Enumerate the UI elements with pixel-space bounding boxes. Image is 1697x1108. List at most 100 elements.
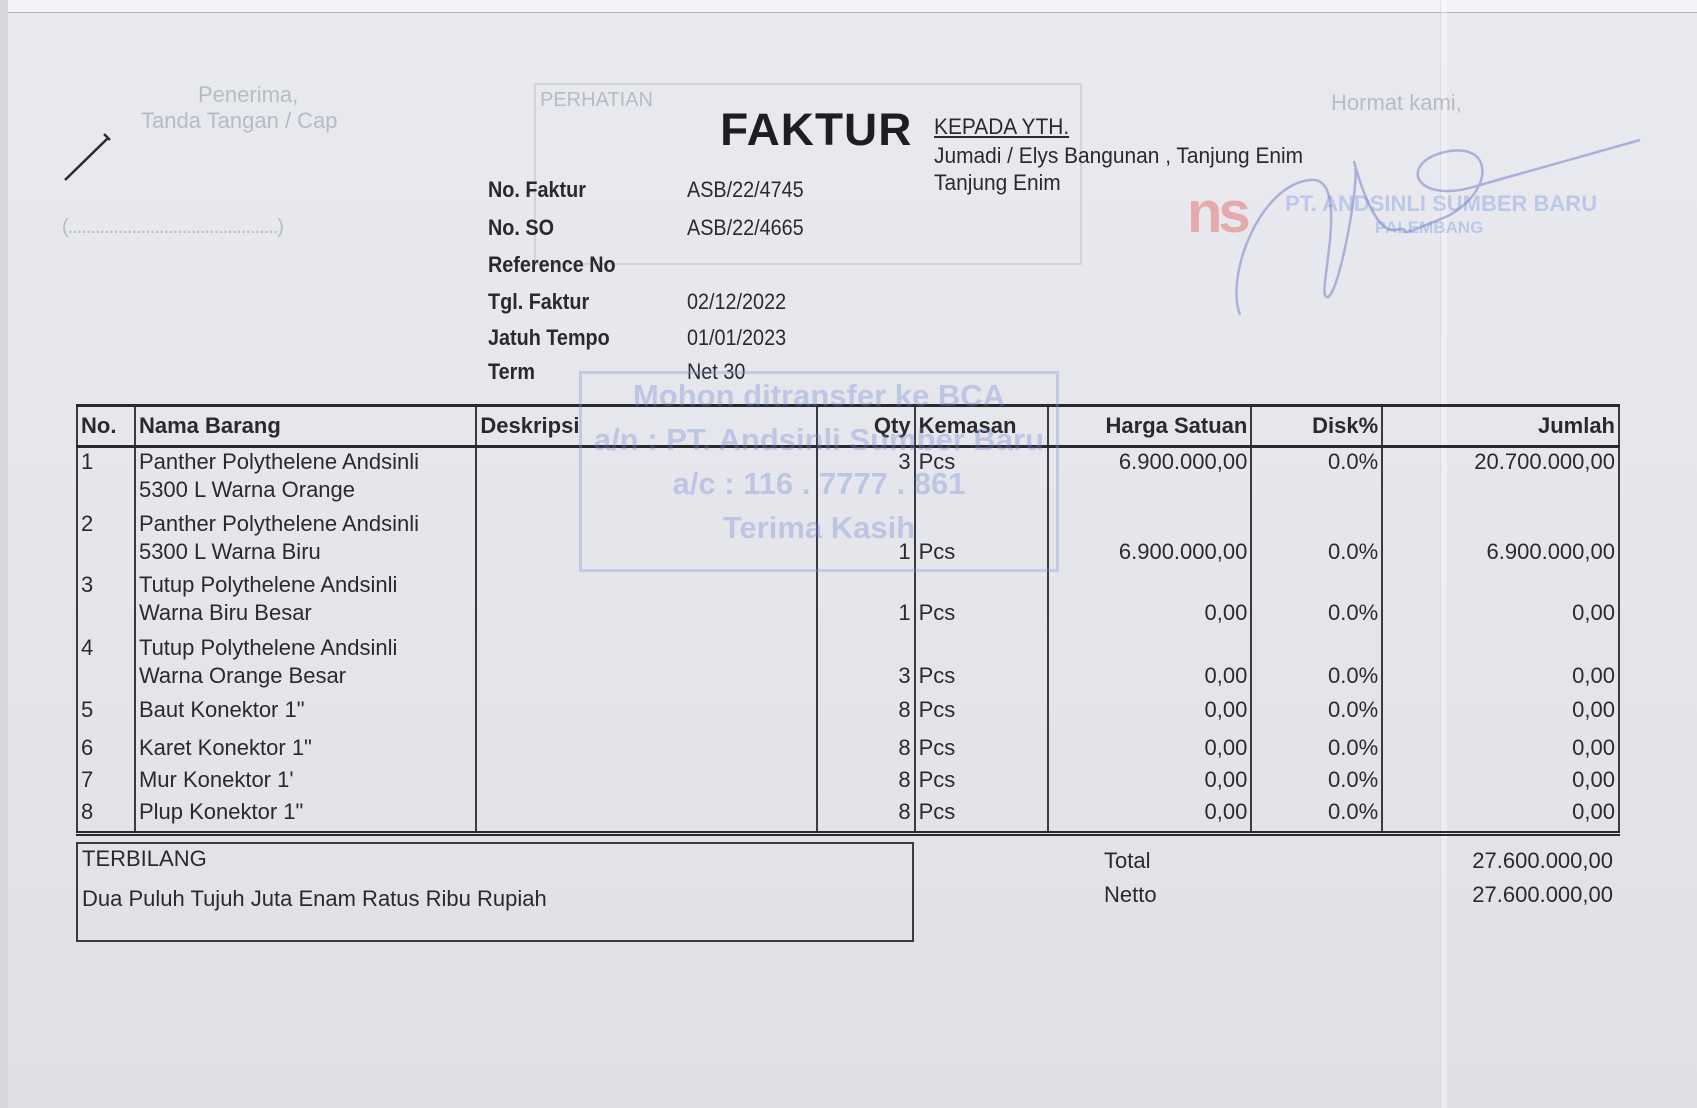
paper-left-edge xyxy=(0,0,8,1108)
header-total: Jumlah xyxy=(1381,404,1620,448)
table-row: 4 Tutup Polythelene Andsinli Warna Orange … xyxy=(76,633,1620,696)
transfer-stamp: Mohon ditransfer ke BCA a/n : PT. Andsin… xyxy=(579,371,1059,572)
row-disc: 0.0% xyxy=(1250,765,1384,798)
recipient-name: Jumadi / Elys Bangunan , Tanjung Enim xyxy=(934,143,1304,168)
row-disc: 0.0% xyxy=(1250,695,1384,734)
row-no: 5 xyxy=(76,695,136,734)
closing-text: Hormat kami, xyxy=(1331,90,1462,115)
row-no: 3 xyxy=(76,570,136,634)
logo-city: PALEMBANG xyxy=(1375,218,1484,237)
row-pack: Pcs xyxy=(913,446,1049,510)
netto-value: 27.600.000,00 xyxy=(1472,882,1613,907)
row-desc xyxy=(475,765,818,798)
row-name-line: Panther Polythelene Andsinli xyxy=(138,510,420,536)
row-qty: 3 xyxy=(815,633,916,696)
row-total: 0,00 xyxy=(1381,733,1620,766)
row-price: 0,00 xyxy=(1046,733,1253,766)
row-desc xyxy=(475,509,818,571)
row-qty: 1 xyxy=(815,570,916,634)
field-value-tgl-faktur: 02/12/2022 xyxy=(687,289,787,314)
row-desc xyxy=(475,733,818,766)
row-price: 0,00 xyxy=(1046,765,1253,798)
field-label-term: Term xyxy=(488,359,535,384)
table-row: 2 Panther Polythelene Andsinli 5300 L Warn… xyxy=(76,509,1620,571)
table-row: 5 Baut Konektor 1" 8 Pcs 0,00 0.0% 0,00 xyxy=(76,695,1620,734)
signature-icon xyxy=(1235,138,1641,316)
row-price: 0,00 xyxy=(1046,797,1253,836)
field-label-tgl-faktur: Tgl. Faktur xyxy=(488,289,590,314)
row-disc: 0.0% xyxy=(1250,446,1384,510)
company-logo-text: PT. ANDSINLI SUMBER BARU PALEMBANG xyxy=(1285,192,1597,240)
row-qty: 8 xyxy=(815,797,916,836)
row-name-line: Baut Konektor 1" xyxy=(138,696,305,722)
terbilang-label: TERBILANG xyxy=(82,846,207,871)
logo-company-name: PT. ANDSINLI SUMBER BARU xyxy=(1285,191,1598,216)
row-name: Panther Polythelene Andsinli 5300 L Warna… xyxy=(133,446,478,510)
row-disc: 0.0% xyxy=(1250,509,1384,571)
row-price: 6.900.000,00 xyxy=(1046,509,1253,571)
row-name: Tutup Polythelene Andsinli Warna Orange B… xyxy=(133,633,478,696)
field-value-term: Net 30 xyxy=(687,359,746,384)
receiver-signature-line: (.......................................… xyxy=(62,216,284,238)
row-name-line: Warna Orange Besar xyxy=(138,662,347,688)
row-desc xyxy=(475,633,818,696)
row-no: 7 xyxy=(76,765,136,798)
row-qty: 1 xyxy=(815,509,916,571)
table-row: 7 Mur Konektor 1' 8 Pcs 0,00 0.0% 0,00 xyxy=(76,765,1620,798)
row-desc xyxy=(475,570,818,634)
document-title: FAKTUR xyxy=(720,104,913,155)
row-pack: Pcs xyxy=(913,633,1049,696)
row-no: 2 xyxy=(76,509,136,571)
header-name: Nama Barang xyxy=(133,404,478,448)
table-row: 1 Panther Polythelene Andsinli 5300 L Warn… xyxy=(76,446,1620,510)
row-name-line: Plup Konektor 1" xyxy=(138,798,304,824)
table-header-row: No. Nama Barang Deskripsi Qty Kemasan Ha… xyxy=(76,404,1620,448)
row-disc: 0.0% xyxy=(1250,633,1384,696)
recipient-city: Tanjung Enim xyxy=(934,170,1061,195)
row-price: 6.900.000,00 xyxy=(1046,446,1253,510)
recipient-heading: KEPADA YTH. xyxy=(934,114,1070,139)
row-total: 0,00 xyxy=(1381,797,1620,836)
row-pack: Pcs xyxy=(913,797,1049,836)
perhatian-box: PERHATIAN xyxy=(534,83,1082,265)
header-disc: Disk% xyxy=(1250,404,1384,448)
table-row: 8 Plup Konektor 1" 8 Pcs 0,00 0.0% 0,00 xyxy=(76,797,1620,836)
row-total: 20.700.000,00 xyxy=(1381,446,1620,510)
row-name: Tutup Polythelene Andsinli Warna Biru Bes… xyxy=(133,570,478,634)
row-no: 8 xyxy=(76,797,136,836)
row-name-line: Warna Biru Besar xyxy=(138,599,312,625)
row-name: Mur Konektor 1' xyxy=(133,765,478,798)
row-name-line: Karet Konektor 1" xyxy=(138,734,312,760)
netto-label: Netto xyxy=(1104,882,1157,907)
row-desc xyxy=(475,797,818,836)
row-name: Karet Konektor 1" xyxy=(133,733,478,766)
table-row: 6 Karet Konektor 1" 8 Pcs 0,00 0.0% 0,00 xyxy=(76,733,1620,766)
header-qty: Qty xyxy=(815,404,916,448)
stamp-line-2: a/n : PT. Andsinli Sumber Baru xyxy=(593,422,1045,457)
row-total: 0,00 xyxy=(1381,570,1620,634)
row-no: 6 xyxy=(76,733,136,766)
row-name-line: Tutup Polythelene Andsinli xyxy=(138,634,398,660)
row-total: 0,00 xyxy=(1381,633,1620,696)
row-desc xyxy=(475,446,818,510)
row-name-line: Mur Konektor 1' xyxy=(138,766,294,792)
stamp-line-3: a/c : 116 . 7777 . 861 xyxy=(672,466,966,501)
row-total: 0,00 xyxy=(1381,695,1620,734)
row-no: 1 xyxy=(76,446,136,510)
field-label-jatuh-tempo: Jatuh Tempo xyxy=(488,325,610,350)
terbilang-box: TERBILANG Dua Puluh Tujuh Juta Enam Ratu… xyxy=(76,842,914,942)
row-qty: 8 xyxy=(815,765,916,798)
row-total: 6.900.000,00 xyxy=(1381,509,1620,571)
row-no: 4 xyxy=(76,633,136,696)
stamp-line-4: Terima Kasih xyxy=(722,510,916,545)
row-disc: 0.0% xyxy=(1250,797,1384,836)
row-total: 0,00 xyxy=(1381,765,1620,798)
field-value-no-so: ASB/22/4665 xyxy=(687,215,804,240)
row-pack: Pcs xyxy=(913,570,1049,634)
row-desc xyxy=(475,695,818,734)
items-table: No. Nama Barang Deskripsi Qty Kemasan Ha… xyxy=(76,404,1620,836)
row-price: 0,00 xyxy=(1046,633,1253,696)
total-label: Total xyxy=(1104,848,1151,873)
row-name: Plup Konektor 1" xyxy=(133,797,478,836)
paper-top-edge xyxy=(0,0,1697,13)
